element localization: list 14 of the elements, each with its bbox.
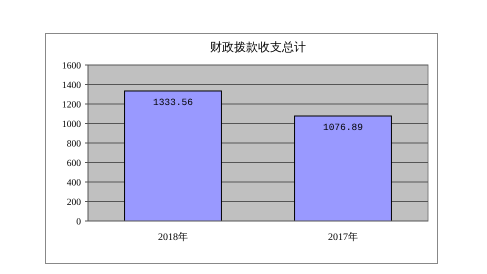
x-tick-label: 2017年 xyxy=(328,231,358,243)
data-label: 1076.89 xyxy=(323,122,364,134)
y-tick-label: 600 xyxy=(66,159,82,169)
y-tick-label: 400 xyxy=(66,178,82,188)
y-tick-label: 800 xyxy=(66,140,82,150)
y-tick-label: 200 xyxy=(66,198,82,208)
y-tick-label: 0 xyxy=(76,218,82,228)
x-tick-label: 2018年 xyxy=(158,231,188,243)
y-tick-label: 1200 xyxy=(62,100,82,110)
chart-title: 财政拨款收支总计 xyxy=(210,40,306,54)
data-label: 1333.56 xyxy=(153,96,194,108)
y-tick-label: 1400 xyxy=(62,81,82,91)
y-tick-label: 1600 xyxy=(62,62,82,72)
y-tick-label: 1000 xyxy=(62,120,82,130)
